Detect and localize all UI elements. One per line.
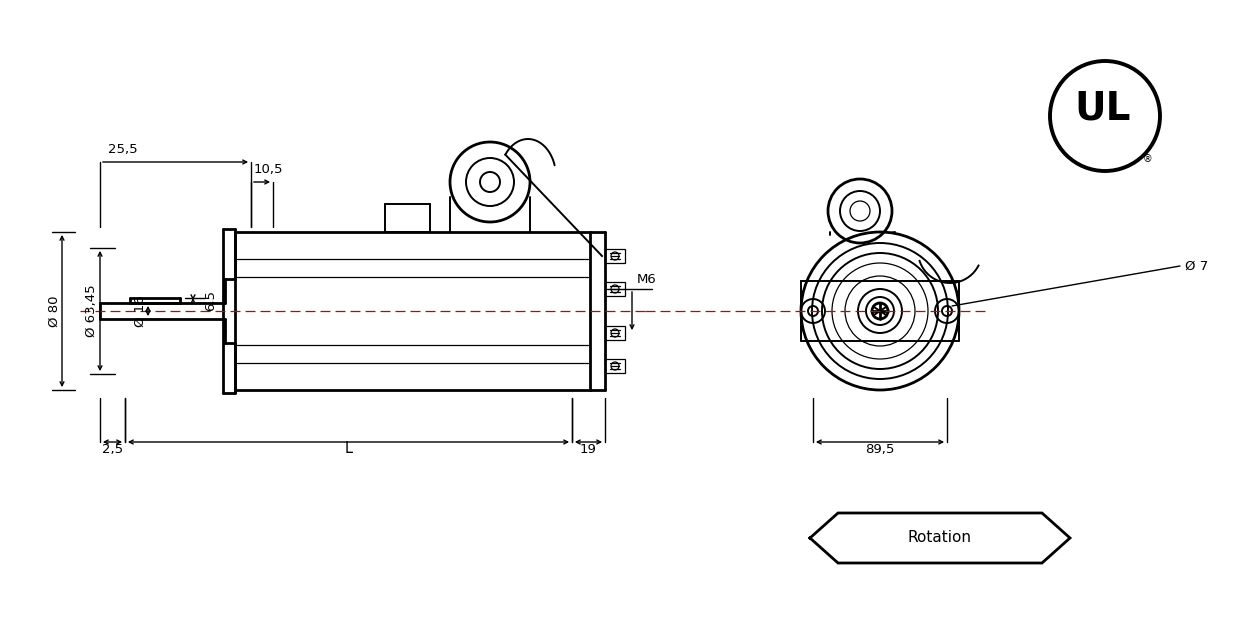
Text: Ø 80: Ø 80: [47, 295, 61, 327]
Bar: [605, 282, 625, 296]
Text: 25,5: 25,5: [108, 143, 138, 156]
Text: 6,5: 6,5: [205, 290, 218, 311]
Text: 2,5: 2,5: [102, 443, 123, 456]
Bar: [235, 232, 590, 390]
Text: 89,5: 89,5: [865, 443, 895, 456]
Text: L: L: [344, 441, 353, 456]
Text: Ø 16: Ø 16: [133, 295, 147, 327]
Text: Ø 7: Ø 7: [1185, 260, 1208, 272]
Text: ®: ®: [1144, 154, 1152, 164]
Text: Rotation: Rotation: [907, 530, 972, 545]
Bar: [605, 359, 625, 373]
Text: 19: 19: [580, 443, 597, 456]
Bar: [605, 249, 625, 263]
Text: Ø 63,45: Ø 63,45: [86, 285, 98, 337]
Text: 10,5: 10,5: [254, 163, 283, 176]
Bar: [605, 326, 625, 340]
Text: M6: M6: [636, 273, 656, 286]
Text: UL: UL: [1075, 89, 1131, 127]
Bar: [385, 204, 430, 232]
